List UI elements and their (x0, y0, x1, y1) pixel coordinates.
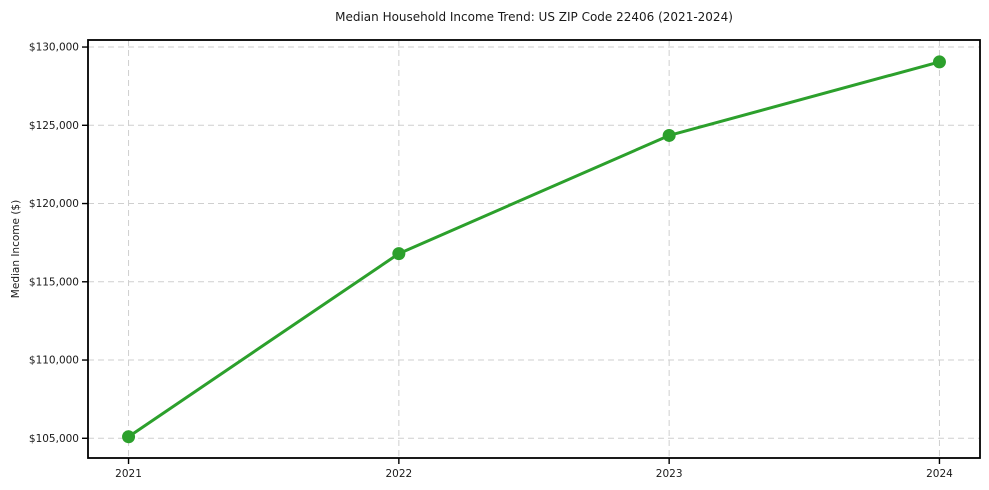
data-point-marker (392, 247, 406, 261)
data-point-marker (662, 128, 676, 142)
y-axis-label: Median Income ($) (10, 200, 22, 298)
y-tick-label: $115,000 (29, 276, 79, 288)
y-tick-label: $110,000 (29, 355, 79, 367)
chart-title: Median Household Income Trend: US ZIP Co… (335, 10, 733, 24)
x-tick-label: 2024 (926, 468, 953, 480)
tick-labels: $105,000 $110,000 $115,000 $120,000 $125,000… (29, 42, 953, 480)
x-tick-label: 2021 (115, 468, 142, 480)
y-tick-label: $130,000 (29, 42, 79, 54)
data-point-marker (932, 55, 946, 69)
y-tick-label: $120,000 (29, 198, 79, 210)
data-series (122, 55, 946, 444)
x-tick-label: 2023 (656, 468, 683, 480)
data-point-marker (122, 430, 136, 444)
y-tick-label: $105,000 (29, 433, 79, 445)
y-tick-label: $125,000 (29, 120, 79, 132)
gridlines (88, 40, 980, 458)
plot-border (87, 39, 981, 459)
trend-line (127, 60, 941, 439)
x-tick-label: 2022 (385, 468, 412, 480)
axes (82, 39, 981, 464)
